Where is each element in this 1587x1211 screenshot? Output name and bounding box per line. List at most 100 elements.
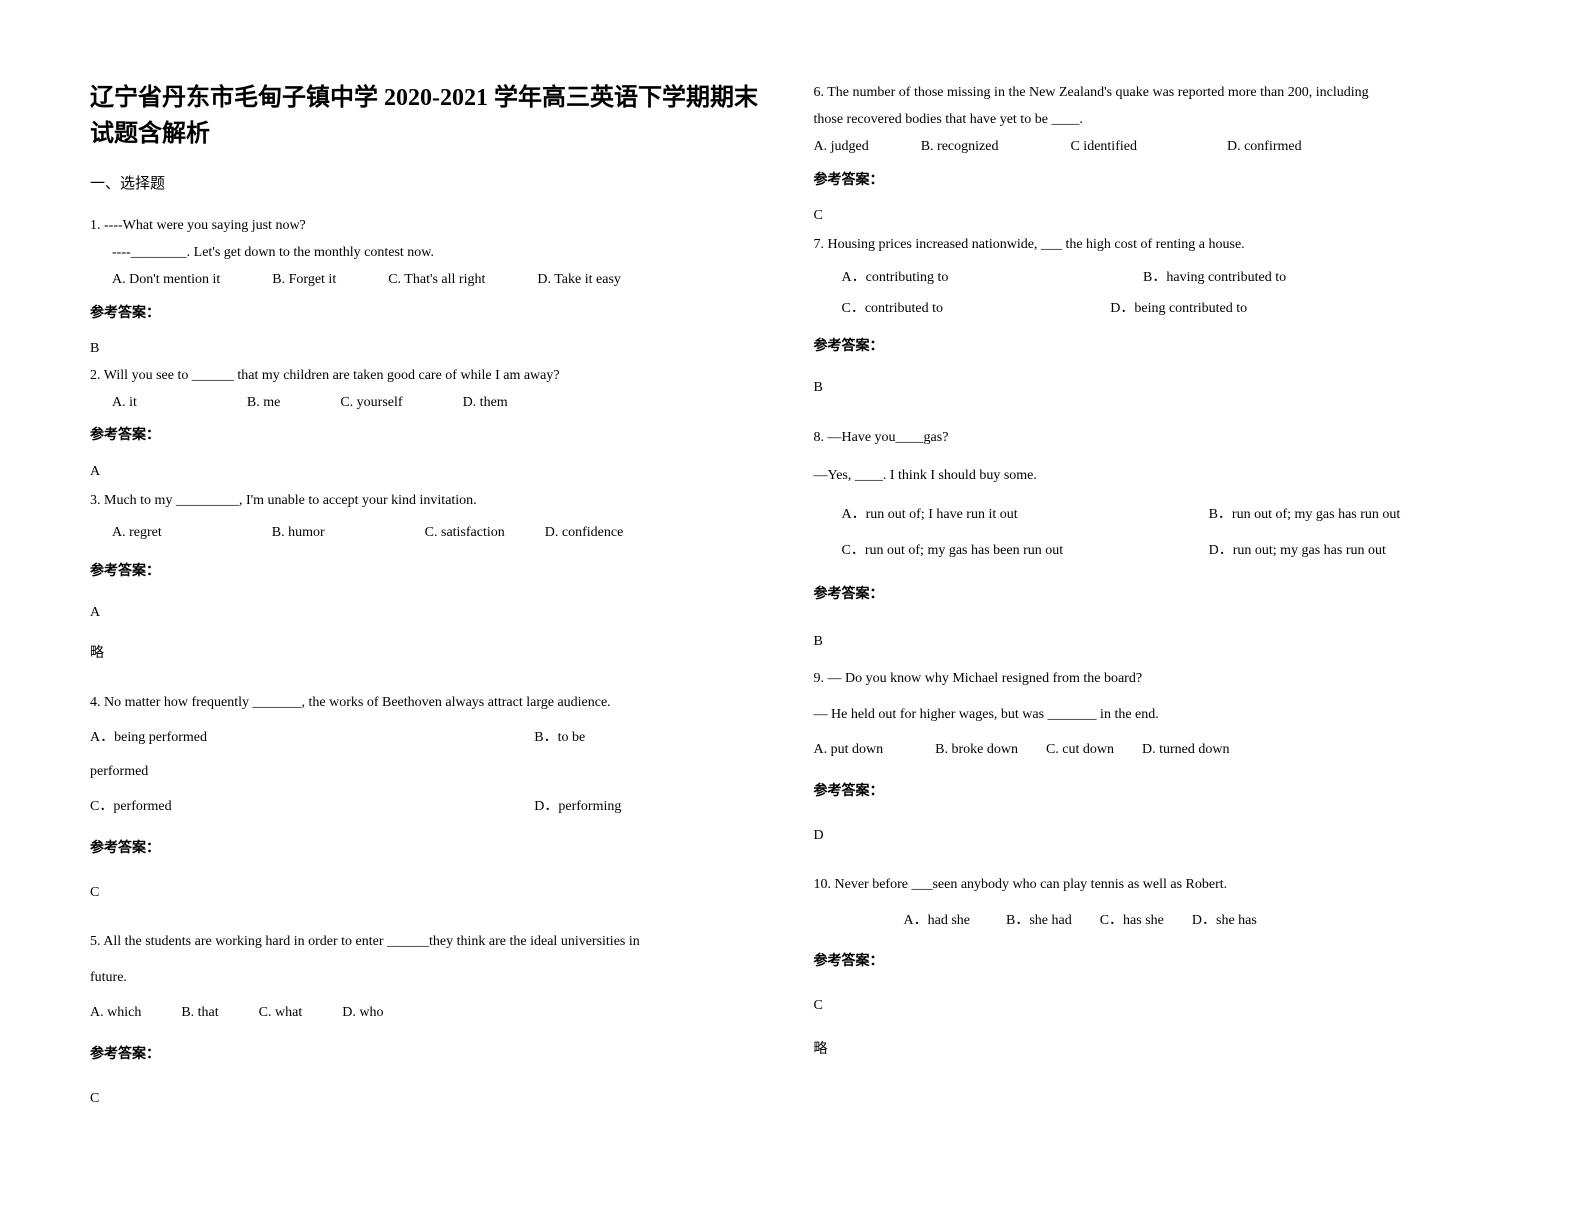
q4-opt-b: B．to be [534, 721, 773, 755]
q8-opt-b: B．run out of; my gas has run out [1209, 497, 1497, 533]
q10-stem: 10. Never before ___seen anybody who can… [814, 868, 1498, 902]
q10-lue: 略 [814, 1033, 1498, 1067]
q9-opt-a: A. put down [814, 733, 884, 767]
q10-opt-c: C．has she [1100, 904, 1164, 938]
q2-ref-label: 参考答案： [90, 423, 774, 448]
q3-stem: 3. Much to my _________, I'm unable to a… [90, 486, 774, 517]
q6-l1: 6. The number of those missing in the Ne… [814, 80, 1498, 105]
q9-opt-c: C. cut down [1046, 733, 1114, 767]
q5-options: A. which B. that C. what D. who [90, 996, 774, 1030]
q9-answer: D [814, 819, 1498, 853]
q7-stem: 7. Housing prices increased nationwide, … [814, 230, 1498, 261]
q1-opt-d: D. Take it easy [537, 267, 621, 292]
q8-answer: B [814, 624, 1498, 660]
q1-opt-c: C. That's all right [388, 267, 485, 292]
q10-answer: C [814, 989, 1498, 1023]
q2-stem: 2. Will you see to ______ that my childr… [90, 363, 774, 388]
q8-opt-d: D．run out; my gas has run out [1209, 533, 1497, 569]
question-3: 3. Much to my _________, I'm unable to a… [90, 486, 774, 670]
q3-opt-c: C. satisfaction [425, 518, 505, 549]
q3-opt-b: B. humor [272, 518, 325, 549]
q4-opt-d: D．performing [534, 790, 773, 824]
q7-answer: B [814, 373, 1498, 404]
q2-opt-a: A. it [112, 390, 137, 415]
right-column: 6. The number of those missing in the Ne… [814, 80, 1498, 1131]
q1-opt-a: A. Don't mention it [112, 267, 220, 292]
q6-answer: C [814, 203, 1498, 228]
q1-ref-label: 参考答案： [90, 301, 774, 326]
q1-opt-b: B. Forget it [272, 267, 336, 292]
q10-opt-a: A．had she [904, 904, 971, 938]
q4-opt-c: C．performed [90, 790, 534, 824]
q3-opt-d: D. confidence [545, 518, 624, 549]
q8-opt-row2: C．run out of; my gas has been run out D．… [814, 533, 1498, 569]
q6-opt-b: B. recognized [921, 134, 999, 159]
q5-ref-label: 参考答案： [90, 1038, 774, 1072]
section-heading: 一、选择题 [90, 172, 774, 193]
q5-opt-d: D. who [342, 996, 383, 1030]
q1-options: A. Don't mention it B. Forget it C. That… [90, 267, 774, 292]
q6-opt-c: C identified [1070, 134, 1137, 159]
q7-opt-row2: C．contributed to D．being contributed to [814, 294, 1498, 325]
q7-ref-label: 参考答案： [814, 332, 1498, 363]
q3-options: A. regret B. humor C. satisfaction D. co… [90, 518, 774, 549]
question-10: 10. Never before ___seen anybody who can… [814, 868, 1498, 1066]
q7-opt-row1: A．contributing to B．having contributed t… [814, 263, 1498, 294]
q7-opt-a: A．contributing to [842, 263, 1144, 294]
q5-opt-b: B. that [181, 996, 218, 1030]
question-1: 1. ----What were you saying just now? --… [90, 213, 774, 361]
q4-opt-row2: C．performed D．performing [90, 790, 774, 824]
q9-opt-d: D. turned down [1142, 733, 1230, 767]
question-8: 8. —Have you____gas? —Yes, ____. I think… [814, 420, 1498, 660]
q1-line1: 1. ----What were you saying just now? [90, 213, 774, 238]
q5-opt-a: A. which [90, 996, 141, 1030]
q4-stem: 4. No matter how frequently _______, the… [90, 686, 774, 720]
q9-ref-label: 参考答案： [814, 775, 1498, 809]
q3-lue: 略 [90, 639, 774, 670]
question-4: 4. No matter how frequently _______, the… [90, 686, 774, 910]
q4-answer: C [90, 876, 774, 910]
q5-answer: C [90, 1082, 774, 1116]
q3-opt-a: A. regret [112, 518, 162, 549]
q2-opt-c: C. yourself [340, 390, 402, 415]
q7-opt-c: C．contributed to [842, 294, 1111, 325]
q4-opt-a: A．being performed [90, 721, 534, 755]
q1-answer: B [90, 336, 774, 361]
q9-options: A. put down B. broke down C. cut down D.… [814, 733, 1498, 767]
q6-l2: those recovered bodies that have yet to … [814, 107, 1498, 132]
q8-opt-row1: A．run out of; I have run it out B．run ou… [814, 497, 1498, 533]
q3-ref-label: 参考答案： [90, 557, 774, 588]
q6-options: A. judged B. recognized C identified D. … [814, 134, 1498, 159]
q8-opt-c: C．run out of; my gas has been run out [842, 533, 1209, 569]
q8-opt-a: A．run out of; I have run it out [842, 497, 1209, 533]
q8-l1: 8. —Have you____gas? [814, 420, 1498, 456]
q3-answer: A [90, 598, 774, 629]
q10-opt-d: D．she has [1192, 904, 1257, 938]
q4-opt-row1: A．being performed B．to be [90, 721, 774, 755]
q4-opt-b2: performed [90, 755, 774, 789]
question-2: 2. Will you see to ______ that my childr… [90, 363, 774, 484]
q5-l1: 5. All the students are working hard in … [90, 925, 774, 959]
q6-opt-a: A. judged [814, 134, 869, 159]
doc-title: 辽宁省丹东市毛甸子镇中学 2020-2021 学年高三英语下学期期末试题含解析 [90, 80, 774, 152]
q2-opt-b: B. me [247, 390, 280, 415]
q7-opt-b: B．having contributed to [1143, 263, 1497, 294]
q2-answer: A [90, 459, 774, 484]
q8-ref-label: 参考答案： [814, 577, 1498, 613]
q4-ref-label: 参考答案： [90, 832, 774, 866]
q6-opt-d: D. confirmed [1227, 134, 1302, 159]
q9-l1: 9. — Do you know why Michael resigned fr… [814, 662, 1498, 696]
q2-options: A. it B. me C. yourself D. them [90, 390, 774, 415]
q7-opt-d: D．being contributed to [1110, 294, 1497, 325]
q5-l2: future. [90, 961, 774, 995]
q10-options: A．had she B．she had C．has she D．she has [814, 904, 1498, 938]
q9-opt-b: B. broke down [935, 733, 1018, 767]
question-7: 7. Housing prices increased nationwide, … [814, 230, 1498, 404]
q5-opt-c: C. what [259, 996, 303, 1030]
q10-opt-b: B．she had [1006, 904, 1072, 938]
q9-l2: — He held out for higher wages, but was … [814, 698, 1498, 732]
q6-ref-label: 参考答案： [814, 168, 1498, 193]
q2-opt-d: D. them [463, 390, 508, 415]
left-column: 辽宁省丹东市毛甸子镇中学 2020-2021 学年高三英语下学期期末试题含解析 … [90, 80, 774, 1131]
q8-l2: —Yes, ____. I think I should buy some. [814, 458, 1498, 494]
